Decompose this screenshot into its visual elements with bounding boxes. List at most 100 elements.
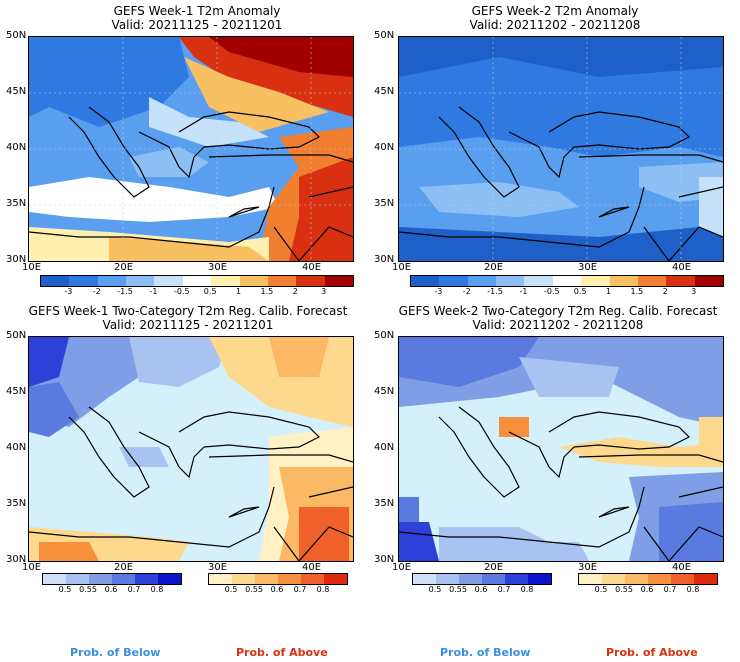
colorbar-segment xyxy=(126,276,155,286)
colorbar-tick-label: 0.5 xyxy=(224,585,238,594)
anomaly-colorbar-2 xyxy=(410,275,724,287)
colorbar-tick-label: 1.5 xyxy=(260,287,274,296)
colorbar-segment xyxy=(154,276,183,286)
anomaly-colorbar-1 xyxy=(40,275,354,287)
colorbar-tick-label: 2 xyxy=(292,287,298,296)
colorbar-tick-label: 3 xyxy=(321,287,327,296)
colorbar-segment xyxy=(301,574,324,584)
colorbar-segment xyxy=(648,574,671,584)
colorbar-segment xyxy=(182,276,212,286)
map-week1-anomaly xyxy=(28,36,354,262)
colorbar-tick-label: -1 xyxy=(519,287,528,296)
map-week2-probability xyxy=(398,336,724,562)
colorbar-segment xyxy=(609,276,638,286)
colorbar-segment xyxy=(528,574,551,584)
colorbar-tick-label: 0.8 xyxy=(686,585,700,594)
colorbar-tick-label: 0.55 xyxy=(79,585,97,594)
colorbar-segment xyxy=(112,574,135,584)
colorbar-tick-label: 0.8 xyxy=(520,585,534,594)
colorbar-tick-label: -1.5 xyxy=(117,287,133,296)
colorbar-segment xyxy=(324,574,347,584)
colorbar-tick-label: 0.8 xyxy=(150,585,164,594)
colorbar-segment xyxy=(411,276,440,286)
lon-label: 30E xyxy=(208,562,228,573)
colorbar-segment xyxy=(482,574,505,584)
colorbar-segment xyxy=(413,574,436,584)
lon-label: 20E xyxy=(484,562,504,573)
colorbar-segment xyxy=(505,574,528,584)
lon-label: 20E xyxy=(114,562,134,573)
colorbar-segment xyxy=(524,276,553,286)
colorbar-tick-label: -0.5 xyxy=(174,287,190,296)
colorbar-tick-label: 0.6 xyxy=(104,585,118,594)
lat-label: 30N xyxy=(6,254,27,265)
colorbar-segment xyxy=(232,574,255,584)
colorbar-segment xyxy=(439,276,468,286)
colorbar-tick-label: 3 xyxy=(691,287,697,296)
colorbar-tick-label: 0.55 xyxy=(615,585,633,594)
prob-below-legend-title: Prob. of Below xyxy=(70,646,161,659)
lat-label: 50N xyxy=(374,30,395,41)
colorbar-segment xyxy=(581,276,610,286)
colorbar-segment xyxy=(43,574,66,584)
map-week2-anomaly xyxy=(398,36,724,262)
lat-label: 40N xyxy=(6,142,27,153)
colorbar-segment xyxy=(255,574,278,584)
lon-label: 40E xyxy=(672,562,692,573)
colorbar-segment xyxy=(211,276,240,286)
lat-label: 50N xyxy=(6,30,27,41)
prob-below-colorbar-2 xyxy=(412,573,552,585)
colorbar-tick-label: 1 xyxy=(605,287,612,296)
lat-label: 30N xyxy=(6,554,27,565)
colorbar-segment xyxy=(666,276,695,286)
colorbar-tick-label: 0.6 xyxy=(270,585,284,594)
lat-label: 35N xyxy=(374,498,395,509)
prob-below-legend-title: Prob. of Below xyxy=(440,646,531,659)
colorbar-segment xyxy=(579,574,602,584)
panel-bl-title: GEFS Week-1 Two-Category T2m Reg. Calib.… xyxy=(28,304,348,332)
lat-label: 40N xyxy=(374,142,395,153)
colorbar-tick-label: 1.5 xyxy=(630,287,644,296)
lat-label: 50N xyxy=(374,330,395,341)
prob-above-legend-title: Prob. of Above xyxy=(236,646,328,659)
colorbar-segment xyxy=(69,276,98,286)
colorbar-tick-label: 1 xyxy=(235,287,242,296)
colorbar-tick-label: 2 xyxy=(662,287,668,296)
colorbar-segment xyxy=(602,574,625,584)
colorbar-segment xyxy=(267,276,297,286)
colorbar-segment xyxy=(41,276,70,286)
colorbar-segment xyxy=(296,276,325,286)
lat-label: 45N xyxy=(374,386,395,397)
panel-tl-title: GEFS Week-1 T2m Anomaly Valid: 20211125 -… xyxy=(111,4,283,32)
colorbar-segment xyxy=(637,276,667,286)
lon-label: 10E xyxy=(22,562,42,573)
colorbar-tick-label: -2 xyxy=(92,287,101,296)
colorbar-tick-label: 0.7 xyxy=(293,585,307,594)
lon-label: 30E xyxy=(578,562,598,573)
lat-label: 35N xyxy=(374,198,395,209)
colorbar-tick-label: 0.5 xyxy=(58,585,72,594)
lat-label: 35N xyxy=(6,198,27,209)
colorbar-segment xyxy=(694,276,723,286)
colorbar-segment xyxy=(496,276,525,286)
prob-above-legend-title: Prob. of Above xyxy=(606,646,698,659)
lat-label: 50N xyxy=(6,330,27,341)
lon-label: 30E xyxy=(208,262,228,273)
panel-br-title: GEFS Week-2 Two-Category T2m Reg. Calib.… xyxy=(398,304,718,332)
colorbar-tick-label: 0.6 xyxy=(474,585,488,594)
colorbar-segment xyxy=(278,574,301,584)
lat-label: 30N xyxy=(374,554,395,565)
colorbar-tick-label: -0.5 xyxy=(544,287,560,296)
lat-label: 35N xyxy=(6,498,27,509)
colorbar-segment xyxy=(467,276,497,286)
prob-below-colorbar-1 xyxy=(42,573,182,585)
colorbar-tick-label: -3 xyxy=(434,287,443,296)
colorbar-segment xyxy=(209,574,232,584)
lat-label: 45N xyxy=(374,86,395,97)
lat-label: 45N xyxy=(6,86,27,97)
lon-label: 10E xyxy=(392,562,412,573)
colorbar-segment xyxy=(66,574,89,584)
map-week1-probability xyxy=(28,336,354,562)
colorbar-segment xyxy=(239,276,268,286)
colorbar-segment xyxy=(158,574,181,584)
